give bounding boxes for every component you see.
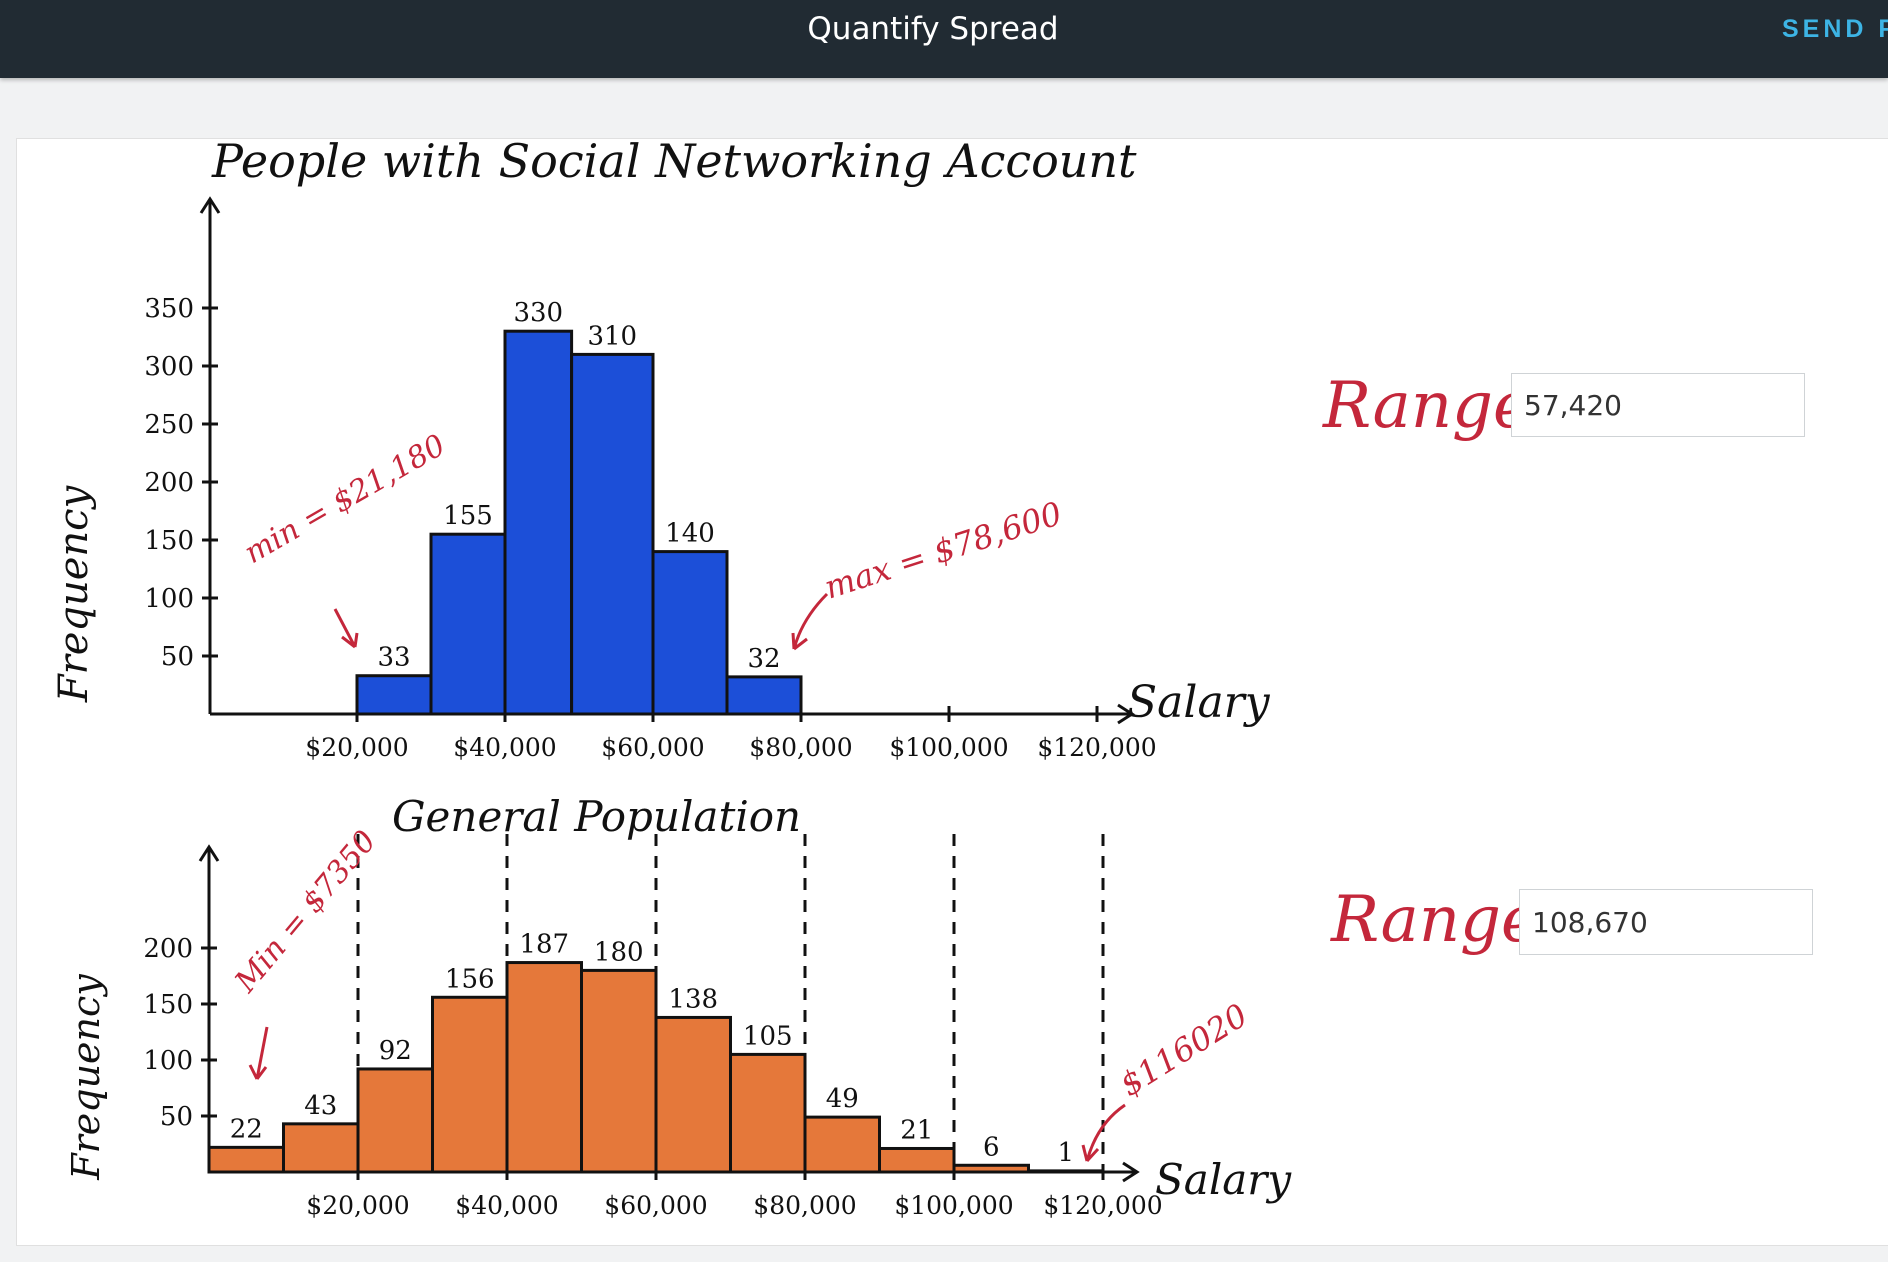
bar [207, 1145, 285, 1174]
send-feedback-link[interactable]: SEND F [1782, 15, 1888, 43]
bar [803, 1115, 881, 1174]
bars [207, 961, 1105, 1174]
x-tick-label: $120,000 [1037, 733, 1156, 762]
bar-value-label: 22 [230, 1114, 263, 1144]
bar-value-label: 21 [900, 1115, 933, 1145]
y-tick-label: 300 [144, 352, 194, 382]
bar [355, 674, 433, 716]
bar-value-label: 1 [1057, 1138, 1074, 1168]
x-axis-label: Salary [1155, 1155, 1292, 1204]
top-bar: Quantify Spread SEND F [0, 0, 1888, 78]
general-population-histogram: General Population Frequency Salary 22 43… [64, 792, 1292, 1220]
bar [503, 329, 574, 716]
bar [725, 675, 803, 716]
y-axis-arrow [199, 196, 221, 214]
max-arrow [1081, 1103, 1126, 1163]
x-tick-label: $20,000 [306, 1191, 409, 1220]
bar-value-label: 140 [665, 519, 715, 549]
bar-value-labels: 33 155 330 310 140 32 [377, 298, 780, 674]
x-tick-label: $40,000 [453, 733, 556, 762]
bar-value-label: 43 [304, 1091, 337, 1121]
bar-value-label: 155 [443, 501, 493, 531]
y-tick-label: 350 [144, 294, 194, 324]
chart-title: People with Social Networking Account [211, 139, 1137, 188]
bar [654, 1015, 732, 1174]
y-tick-label: 250 [144, 410, 194, 440]
y-ticks: 50 100 150 200 [143, 934, 217, 1132]
bar-value-label: 33 [377, 643, 410, 673]
bar [282, 1122, 360, 1174]
bar-value-label: 330 [513, 298, 563, 328]
x-axis-arrow [1117, 703, 1135, 725]
min-annotation: min = $21,180 [239, 428, 452, 571]
min-annotation: Min = $7350 [228, 824, 384, 1000]
bar [356, 1067, 434, 1174]
bar-value-label: 180 [594, 937, 644, 967]
bars [355, 329, 803, 716]
bar-value-labels: 22 43 92 156 187 180 138 105 49 21 6 1 [230, 930, 1074, 1168]
bar-value-label: 310 [587, 321, 637, 351]
range-input-top[interactable] [1511, 373, 1805, 437]
y-tick-label: 100 [143, 1046, 193, 1076]
x-tick-label: $100,000 [889, 733, 1008, 762]
page-title: Quantify Spread [807, 11, 1059, 47]
x-tick-label: $80,000 [749, 733, 852, 762]
x-tick-label: $120,000 [1043, 1191, 1162, 1220]
x-tick-label: $80,000 [753, 1191, 856, 1220]
min-arrow [248, 1026, 269, 1080]
x-axis-arrow [1122, 1161, 1140, 1183]
x-ticks: $20,000 $40,000 $60,000 $80,000 $100,000 $120… [305, 706, 1157, 762]
y-tick-label: 50 [160, 1102, 193, 1132]
bar [1027, 1169, 1105, 1174]
range-input-bottom[interactable] [1519, 889, 1813, 955]
bar-value-label: 49 [826, 1084, 859, 1114]
bar [505, 961, 583, 1174]
x-tick-label: $40,000 [455, 1191, 558, 1220]
y-axis-label: Frequency [64, 974, 108, 1181]
bar [580, 968, 658, 1174]
lesson-content: People with Social Networking Account Fr… [16, 134, 1888, 1246]
y-tick-label: 200 [143, 934, 193, 964]
bar-value-label: 6 [983, 1132, 1000, 1162]
bar-value-label: 105 [743, 1021, 793, 1051]
bar-value-label: 32 [747, 644, 780, 674]
x-tick-label: $60,000 [604, 1191, 707, 1220]
bar-value-label: 156 [445, 964, 495, 994]
max-annotation: $116020 [1113, 996, 1254, 1104]
chart-title: General Population [392, 792, 801, 841]
y-tick-label: 50 [161, 642, 194, 672]
y-tick-label: 150 [143, 990, 193, 1020]
y-tick-label: 150 [144, 526, 194, 556]
bar [651, 550, 729, 716]
bar-value-label: 92 [379, 1036, 412, 1066]
bar [429, 532, 507, 716]
x-axis-label: Salary [1127, 677, 1271, 728]
y-axis-label: Frequency [51, 484, 97, 703]
y-tick-label: 200 [144, 468, 194, 498]
histogram-drawing: People with Social Networking Account Fr… [51, 134, 1292, 1220]
bar [952, 1163, 1030, 1174]
x-ticks: $20,000 $40,000 $60,000 $80,000 $100,000 $120… [306, 1164, 1163, 1220]
social-networking-histogram: People with Social Networking Account Fr… [51, 134, 1271, 762]
max-arrow [791, 592, 829, 651]
x-tick-label: $100,000 [894, 1191, 1013, 1220]
bar [878, 1146, 956, 1174]
x-tick-label: $20,000 [305, 733, 408, 762]
max-annotation: max = $78,600 [820, 494, 1067, 606]
y-tick-label: 100 [144, 584, 194, 614]
bar [431, 995, 509, 1174]
y-axis-arrow [198, 844, 220, 862]
bar [729, 1052, 807, 1174]
bar [570, 352, 655, 716]
min-arrow [333, 608, 359, 649]
y-ticks: 50 100 150 200 250 300 350 [144, 294, 218, 672]
x-tick-label: $60,000 [601, 733, 704, 762]
bar-value-label: 187 [519, 930, 569, 960]
bar-value-label: 138 [668, 984, 718, 1014]
